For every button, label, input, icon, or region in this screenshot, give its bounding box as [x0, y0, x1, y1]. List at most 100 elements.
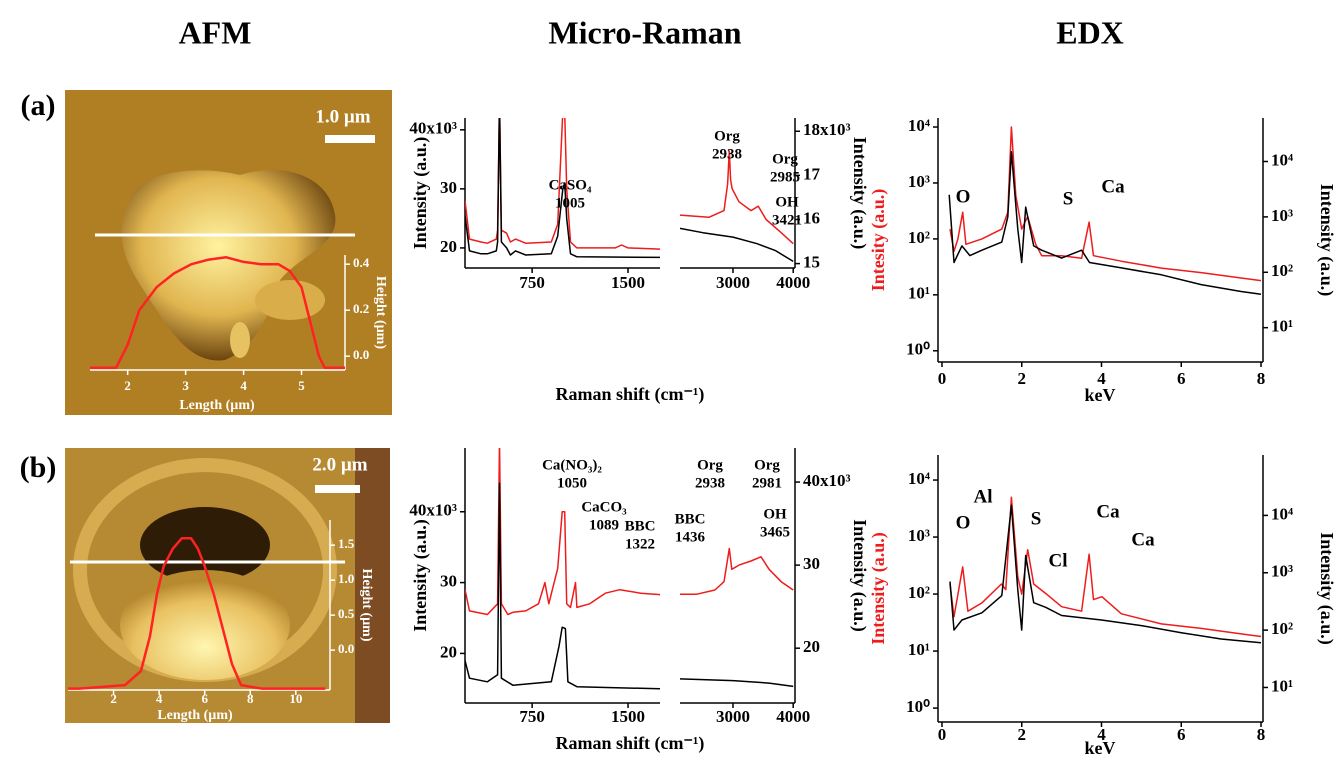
- x-tick-label: 3000: [716, 707, 750, 726]
- annotation: 1089: [589, 517, 619, 533]
- x-tick-label: 750: [519, 707, 545, 726]
- figure: AFM Micro-Raman EDX (a) (b) 1.0 µm 2.0 µ…: [0, 0, 1338, 757]
- annotation: OH: [775, 194, 799, 210]
- y-tick-label: 10¹: [908, 640, 930, 659]
- y2-tick-label: 10⁴: [1271, 150, 1293, 169]
- annotation: Ca: [1101, 176, 1125, 197]
- y-tick-label: 10⁴: [908, 116, 930, 135]
- y-tick-label: 0.0: [353, 347, 369, 362]
- scale-bar-label: 2.0 µm: [312, 454, 367, 475]
- x-tick-label: 750: [519, 273, 545, 292]
- column-header: AFM: [179, 14, 252, 50]
- y2-axis-label: Intensity (a.u.): [1316, 184, 1337, 297]
- y-tick-label: 18x10³: [803, 120, 851, 139]
- annotation: S: [1063, 188, 1074, 209]
- series-line: [680, 549, 793, 595]
- annotation: Ca: [1096, 501, 1120, 522]
- y2-tick-label: 10¹: [1271, 317, 1293, 336]
- y-tick-label: 10⁰: [906, 340, 930, 359]
- y-tick-label: 15: [803, 252, 820, 271]
- y-axis-label: Intensity (a.u.): [849, 519, 870, 632]
- y2-tick-label: 10³: [1271, 206, 1293, 225]
- y-axis-label: Height (µm): [373, 276, 388, 349]
- y-tick-label: 20: [440, 237, 457, 256]
- y-tick-label: 17: [803, 164, 821, 183]
- y-tick-label: 20: [803, 637, 820, 656]
- annotation: CaSO₄: [549, 177, 592, 193]
- y-axis-label: Intesity (a.u.): [868, 189, 889, 292]
- y-axis-label: Height (µm): [359, 569, 374, 642]
- series-line: [949, 152, 1261, 295]
- y-axis-label: Intensity (a.u.): [410, 519, 431, 632]
- annotation: Al: [974, 486, 993, 507]
- series-line: [680, 679, 793, 687]
- y-tick-label: 10²: [908, 228, 930, 247]
- y-tick-label: 20: [440, 642, 457, 661]
- annotation: OH: [763, 506, 787, 522]
- y2-tick-label: 10²: [1271, 261, 1293, 280]
- y2-tick-label: 10²: [1271, 619, 1293, 638]
- y2-tick-label: 10¹: [1271, 676, 1293, 695]
- x-tick-label: 2: [110, 691, 117, 706]
- annotation: Org: [697, 457, 723, 473]
- y-tick-label: 0.0: [338, 641, 354, 656]
- y-tick-label: 1.0: [338, 571, 354, 586]
- annotation: 1322: [625, 536, 655, 552]
- x-tick-label: 6: [201, 691, 208, 706]
- column-header: EDX: [1056, 14, 1124, 50]
- annotation: Ca: [1131, 529, 1155, 550]
- x-axis-label: Length (µm): [157, 708, 233, 723]
- y-tick-label: 40x10³: [409, 501, 457, 520]
- annotation: Org: [754, 457, 780, 473]
- annotation: BBC: [675, 511, 706, 527]
- x-axis-label: keV: [1085, 385, 1116, 405]
- series-line: [950, 127, 1261, 281]
- annotation: CaCO₃: [581, 499, 627, 515]
- y-tick-label: 0.5: [338, 606, 355, 621]
- afm-image: [65, 90, 392, 415]
- annotation: BBC: [625, 518, 656, 534]
- annotation: 1005: [555, 195, 585, 211]
- annotation: Ca(NO₃)₂: [542, 457, 602, 473]
- x-tick-label: 1500: [611, 273, 645, 292]
- panel-label: (a): [21, 89, 56, 122]
- y-tick-label: 1.5: [338, 536, 355, 551]
- y-tick-label: 10¹: [908, 284, 930, 303]
- annotation: Org: [714, 128, 740, 144]
- x-tick-label: 1500: [611, 707, 645, 726]
- x-tick-label: 4000: [776, 707, 810, 726]
- x-tick-label: 6: [1177, 725, 1186, 744]
- scale-bar-label: 1.0 µm: [315, 106, 370, 127]
- y-axis-label: Intensity (a.u.): [410, 137, 431, 250]
- annotation: Org: [772, 151, 798, 167]
- annotation: 2985: [770, 169, 800, 185]
- series-line: [680, 228, 793, 261]
- y-tick-label: 10³: [908, 526, 930, 545]
- y-tick-label: 0.4: [353, 255, 370, 270]
- annotation: 3421: [772, 212, 802, 228]
- y-tick-label: 16: [803, 208, 820, 227]
- x-tick-label: 4: [240, 378, 247, 393]
- x-axis-label: Length (µm): [179, 398, 255, 413]
- y-tick-label: 30: [440, 571, 457, 590]
- y-tick-label: 10⁰: [906, 697, 930, 716]
- column-header: Micro-Raman: [548, 14, 741, 50]
- annotation: 2938: [695, 475, 725, 491]
- x-tick-label: 3000: [716, 273, 750, 292]
- x-axis-label: Raman shift (cm⁻¹): [556, 733, 705, 754]
- x-tick-label: 0: [938, 725, 947, 744]
- x-axis-label: keV: [1085, 738, 1116, 757]
- annotation: O: [956, 512, 971, 533]
- y-tick-label: 40x10³: [409, 119, 457, 138]
- series-line: [465, 100, 660, 249]
- y-tick-label: 40x10³: [803, 471, 851, 490]
- y-tick-label: 0.2: [353, 301, 369, 316]
- x-tick-label: 5: [298, 378, 305, 393]
- x-tick-label: 10: [289, 691, 302, 706]
- y-axis-label: Intensity (a.u.): [849, 137, 870, 250]
- x-tick-label: 8: [1257, 369, 1266, 388]
- annotation: 2981: [752, 475, 782, 491]
- annotation: O: [956, 186, 971, 207]
- x-tick-label: 6: [1177, 369, 1186, 388]
- y-tick-label: 10⁴: [908, 469, 930, 488]
